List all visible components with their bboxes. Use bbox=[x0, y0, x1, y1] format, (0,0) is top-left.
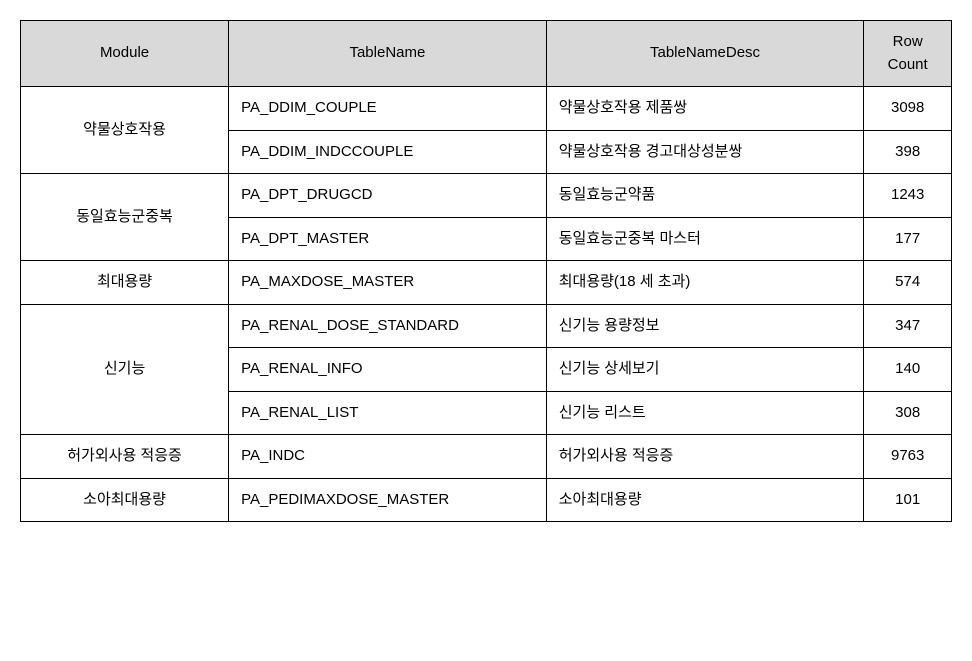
count-cell: 574 bbox=[864, 261, 952, 305]
count-cell: 101 bbox=[864, 478, 952, 522]
tablename-cell: PA_DPT_MASTER bbox=[229, 217, 547, 261]
table-row: 약물상호작용 PA_DDIM_COUPLE 약물상호작용 제품쌍 3098 bbox=[21, 87, 952, 131]
header-module: Module bbox=[21, 21, 229, 87]
tablename-cell: PA_INDC bbox=[229, 435, 547, 479]
table-row: 신기능 PA_RENAL_DOSE_STANDARD 신기능 용량정보 347 bbox=[21, 304, 952, 348]
table-row: 동일효능군중복 PA_DPT_DRUGCD 동일효능군약품 1243 bbox=[21, 174, 952, 218]
module-cell: 동일효능군중복 bbox=[21, 174, 229, 261]
module-cell: 신기능 bbox=[21, 304, 229, 435]
table-body: 약물상호작용 PA_DDIM_COUPLE 약물상호작용 제품쌍 3098 PA… bbox=[21, 87, 952, 522]
tablename-cell: PA_RENAL_DOSE_STANDARD bbox=[229, 304, 547, 348]
count-cell: 9763 bbox=[864, 435, 952, 479]
data-table: Module TableName TableNameDesc Row Count… bbox=[20, 20, 952, 522]
table-header-row: Module TableName TableNameDesc Row Count bbox=[21, 21, 952, 87]
module-cell: 최대용량 bbox=[21, 261, 229, 305]
desc-cell: 허가외사용 적응증 bbox=[546, 435, 864, 479]
header-rowcount: Row Count bbox=[864, 21, 952, 87]
count-cell: 398 bbox=[864, 130, 952, 174]
desc-cell: 신기능 상세보기 bbox=[546, 348, 864, 392]
table-row: 최대용량 PA_MAXDOSE_MASTER 최대용량(18 세 초과) 574 bbox=[21, 261, 952, 305]
count-cell: 347 bbox=[864, 304, 952, 348]
module-cell: 소아최대용량 bbox=[21, 478, 229, 522]
desc-cell: 약물상호작용 경고대상성분쌍 bbox=[546, 130, 864, 174]
tablename-cell: PA_DDIM_COUPLE bbox=[229, 87, 547, 131]
count-cell: 140 bbox=[864, 348, 952, 392]
count-cell: 3098 bbox=[864, 87, 952, 131]
table-row: 소아최대용량 PA_PEDIMAXDOSE_MASTER 소아최대용량 101 bbox=[21, 478, 952, 522]
desc-cell: 동일효능군중복 마스터 bbox=[546, 217, 864, 261]
desc-cell: 소아최대용량 bbox=[546, 478, 864, 522]
desc-cell: 약물상호작용 제품쌍 bbox=[546, 87, 864, 131]
desc-cell: 신기능 용량정보 bbox=[546, 304, 864, 348]
tablename-cell: PA_DPT_DRUGCD bbox=[229, 174, 547, 218]
count-cell: 177 bbox=[864, 217, 952, 261]
tablename-cell: PA_RENAL_INFO bbox=[229, 348, 547, 392]
count-cell: 1243 bbox=[864, 174, 952, 218]
table-row: 허가외사용 적응증 PA_INDC 허가외사용 적응증 9763 bbox=[21, 435, 952, 479]
count-cell: 308 bbox=[864, 391, 952, 435]
header-tablenamedesc: TableNameDesc bbox=[546, 21, 864, 87]
tablename-cell: PA_PEDIMAXDOSE_MASTER bbox=[229, 478, 547, 522]
desc-cell: 동일효능군약품 bbox=[546, 174, 864, 218]
tablename-cell: PA_MAXDOSE_MASTER bbox=[229, 261, 547, 305]
module-cell: 허가외사용 적응증 bbox=[21, 435, 229, 479]
desc-cell: 신기능 리스트 bbox=[546, 391, 864, 435]
module-cell: 약물상호작용 bbox=[21, 87, 229, 174]
desc-cell: 최대용량(18 세 초과) bbox=[546, 261, 864, 305]
tablename-cell: PA_RENAL_LIST bbox=[229, 391, 547, 435]
header-tablename: TableName bbox=[229, 21, 547, 87]
tablename-cell: PA_DDIM_INDCCOUPLE bbox=[229, 130, 547, 174]
